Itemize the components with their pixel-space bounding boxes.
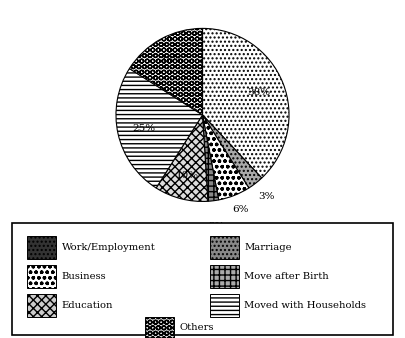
Text: Move after Birth: Move after Birth [244, 272, 329, 281]
Wedge shape [116, 69, 202, 188]
Wedge shape [202, 28, 289, 178]
Bar [28, 294, 56, 317]
Text: Work/Employment: Work/Employment [62, 243, 156, 252]
Text: Others: Others [180, 323, 214, 333]
Bar [210, 265, 239, 288]
Wedge shape [202, 115, 219, 201]
Wedge shape [202, 115, 249, 200]
Text: 10%: 10% [175, 171, 198, 180]
Bar [210, 237, 239, 259]
Text: Business: Business [62, 272, 106, 281]
Text: 25%: 25% [132, 124, 155, 132]
Bar [28, 265, 56, 288]
Bar [145, 317, 174, 338]
Text: 38%: 38% [247, 88, 271, 97]
Bar [28, 237, 56, 259]
Wedge shape [156, 115, 208, 201]
Text: 16%: 16% [161, 56, 184, 65]
Text: Education: Education [62, 301, 113, 310]
Text: 6%: 6% [232, 206, 248, 214]
Text: Moved with Households: Moved with Households [244, 301, 367, 310]
Wedge shape [130, 28, 202, 115]
Wedge shape [202, 115, 262, 188]
Bar [210, 294, 239, 317]
FancyBboxPatch shape [12, 223, 393, 335]
Text: 2%: 2% [208, 222, 225, 231]
Text: Marriage: Marriage [244, 243, 292, 252]
Text: 3%: 3% [258, 192, 275, 201]
